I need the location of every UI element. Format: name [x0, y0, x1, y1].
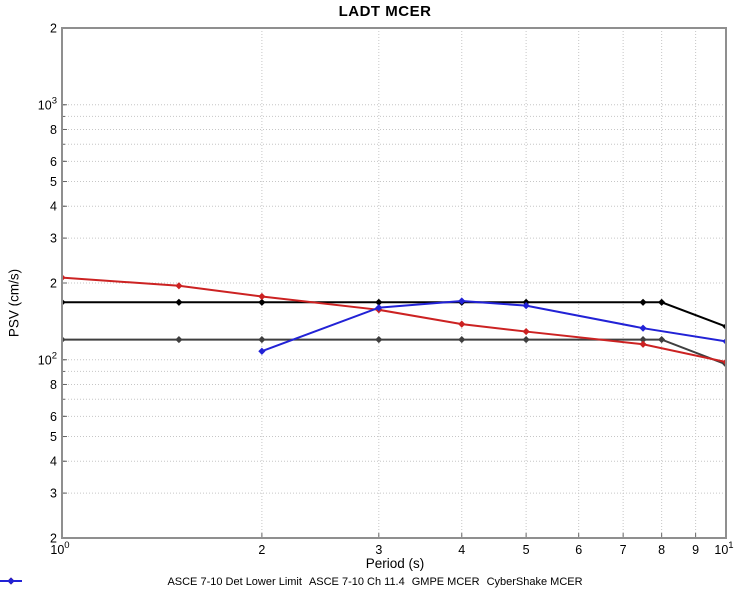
x-tick-label: 6 — [575, 543, 582, 557]
data-point-marker — [258, 335, 266, 344]
x-tick-label: 100 — [50, 540, 69, 557]
x-tick-label: 9 — [692, 543, 699, 557]
legend-label: ASCE 7-10 Det Lower Limit — [167, 576, 302, 588]
y-tick-label: 2 — [50, 22, 57, 36]
y-tick-label: 4 — [50, 455, 57, 469]
x-tick-label: 101 — [714, 540, 733, 557]
series-gmpe-mcer — [62, 273, 726, 366]
data-point-marker — [375, 298, 383, 306]
series-line — [261, 299, 726, 353]
series-cybershake-mcer — [258, 297, 726, 355]
legend-label: GMPE MCER — [411, 576, 480, 588]
y-tick-label: 103 — [38, 95, 57, 112]
data-point-marker — [458, 335, 466, 344]
data-point-marker — [375, 304, 383, 312]
data-point-marker — [175, 335, 183, 344]
data-point-marker — [458, 297, 466, 305]
data-point-marker — [258, 347, 266, 355]
grid — [62, 28, 726, 538]
y-tick-label: 102 — [38, 350, 57, 367]
legend-marker-icon — [0, 577, 22, 585]
data-point-marker — [639, 340, 647, 348]
x-tick-label: 3 — [375, 543, 382, 557]
legend-item-asce-7-10-ch-11-4: ASCE 7-10 Ch 11.4 — [0, 576, 405, 588]
y-tick-label: 5 — [50, 430, 57, 444]
series-line — [62, 276, 726, 363]
y-tick-label: 3 — [50, 487, 57, 501]
y-tick-label: 2 — [50, 277, 57, 291]
x-tick-label: 8 — [658, 543, 665, 557]
y-tick-label: 4 — [50, 200, 57, 214]
x-tick-label: 5 — [523, 543, 530, 557]
y-tick-label: 2 — [50, 532, 57, 546]
data-point-marker — [375, 335, 383, 344]
y-tick-label: 3 — [50, 232, 57, 246]
series-layer — [62, 273, 726, 368]
legend-item-cybershake-mcer: CyberShake MCER — [0, 576, 583, 588]
y-tick-label: 6 — [50, 155, 57, 169]
data-point-marker — [522, 327, 530, 336]
x-tick-label: 4 — [458, 543, 465, 557]
data-point-marker — [258, 292, 266, 301]
chart-title: LADT MCER — [338, 3, 432, 20]
y-tick-label: 8 — [50, 378, 57, 392]
data-point-marker — [175, 298, 183, 306]
axes-frame — [61, 27, 727, 539]
x-tick-label: 7 — [620, 543, 627, 557]
x-tick-label: 2 — [258, 543, 265, 557]
data-point-marker — [658, 335, 666, 344]
legend-label: CyberShake MCER — [486, 576, 583, 588]
legend-item-gmpe-mcer: GMPE MCER — [0, 576, 480, 588]
y-tick-label: 6 — [50, 410, 57, 424]
legend-label: ASCE 7-10 Ch 11.4 — [308, 576, 405, 588]
y-tick-label: 8 — [50, 123, 57, 137]
data-point-marker — [258, 298, 266, 306]
data-point-marker — [522, 302, 530, 310]
x-axis-label: Period (s) — [365, 556, 425, 571]
series-asce-7-10-det-lower-limit — [62, 335, 726, 368]
data-point-marker — [175, 282, 183, 290]
data-point-marker — [639, 324, 647, 332]
data-point-marker — [639, 335, 647, 344]
legend-item-asce-7-10-det-lower-limit: ASCE 7-10 Det Lower Limit — [0, 576, 302, 588]
data-point-marker — [522, 335, 530, 344]
data-point-marker — [658, 298, 666, 306]
legend: ASCE 7-10 Det Lower Limit ASCE 7-10 Ch 11… — [0, 576, 750, 588]
y-tick-label: 5 — [50, 175, 57, 189]
data-point-marker — [639, 298, 647, 306]
data-point-marker — [458, 320, 466, 328]
